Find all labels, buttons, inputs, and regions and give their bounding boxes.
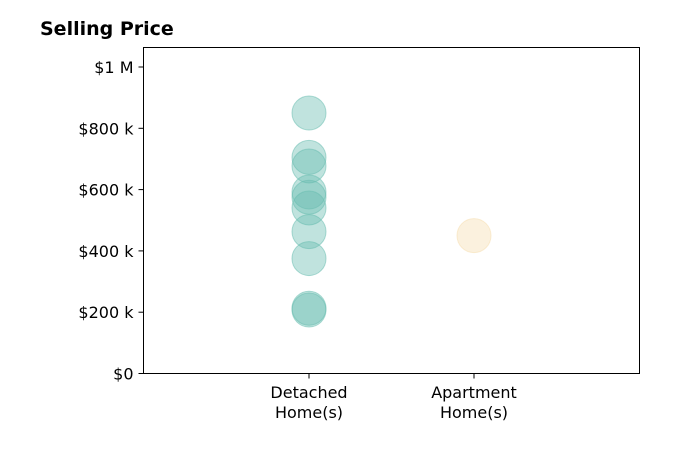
data-point <box>291 139 327 175</box>
data-point <box>291 241 327 277</box>
data-point <box>291 292 327 328</box>
y-tick-label: $600 k <box>78 181 134 200</box>
y-tick-label: $0 <box>113 365 133 384</box>
x-tick-label: Detached Home(s) <box>270 383 347 422</box>
data-point <box>291 148 327 184</box>
data-point <box>291 174 327 210</box>
plot-frame <box>143 47 640 374</box>
points-layer <box>291 95 492 328</box>
data-point <box>456 218 492 254</box>
y-tick-label: $800 k <box>78 119 134 138</box>
data-point <box>291 95 327 131</box>
y-tick-label: $200 k <box>78 303 134 322</box>
x-axis: Detached Home(s) Apartment Home(s) <box>270 373 517 422</box>
y-axis: $0 $200 k $400 k $600 k $800 k $1 M <box>78 58 144 384</box>
x-tick-label: Apartment Home(s) <box>431 383 517 422</box>
chart-title: Selling Price <box>40 18 174 40</box>
y-tick-label: $400 k <box>78 242 134 261</box>
data-point <box>291 214 327 250</box>
y-tick-label: $1 M <box>94 58 133 77</box>
